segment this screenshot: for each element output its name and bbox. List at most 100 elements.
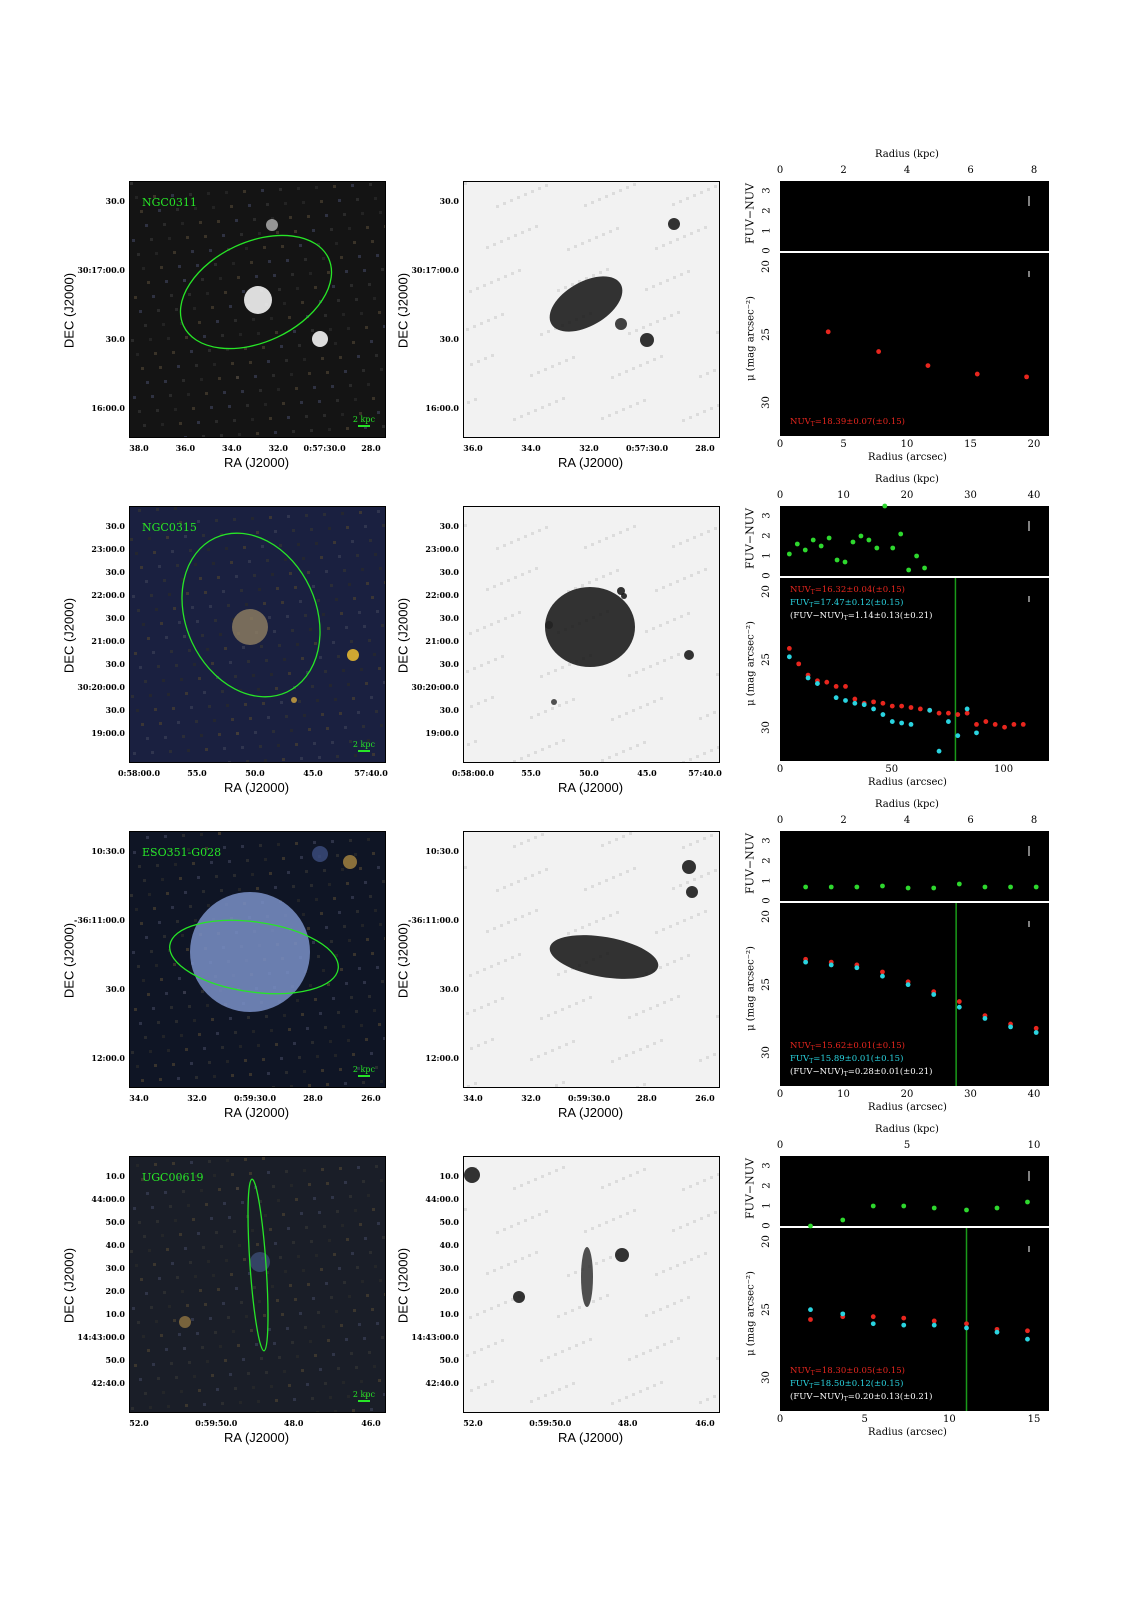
noise-pixel bbox=[290, 1085, 293, 1087]
noise-pixel bbox=[227, 1316, 230, 1319]
noise-pixel bbox=[639, 364, 642, 367]
noise-pixel bbox=[347, 327, 350, 330]
ra-tick-label: 28.0 bbox=[695, 443, 715, 453]
noise-pixel bbox=[353, 241, 356, 244]
nuv-point bbox=[852, 696, 858, 702]
noise-pixel bbox=[319, 300, 322, 303]
noise-pixel bbox=[205, 1203, 208, 1206]
noise-pixel bbox=[176, 564, 179, 567]
noise-pixel bbox=[371, 952, 374, 955]
noise-pixel bbox=[632, 1051, 635, 1054]
color-point bbox=[890, 545, 896, 551]
color-point bbox=[802, 547, 808, 553]
fuv-point bbox=[946, 719, 951, 724]
noise-pixel bbox=[157, 1377, 160, 1380]
noise-pixel bbox=[244, 1059, 247, 1062]
noise-pixel bbox=[344, 726, 347, 729]
noise-pixel bbox=[368, 995, 371, 998]
noise-pixel bbox=[336, 854, 339, 857]
source-blob bbox=[668, 218, 680, 230]
noise-pixel bbox=[174, 408, 177, 411]
noise-pixel bbox=[359, 867, 362, 870]
noise-pixel bbox=[302, 1269, 305, 1272]
source-blob bbox=[464, 1167, 480, 1183]
noise-pixel bbox=[258, 1300, 261, 1303]
arcsec-tick-label: 0 bbox=[776, 764, 784, 775]
dec-tick-label: 30:20:00.0 bbox=[77, 682, 125, 692]
noise-pixel bbox=[633, 525, 636, 528]
noise-pixel bbox=[314, 286, 317, 289]
fuv-point bbox=[1008, 1024, 1013, 1030]
noise-pixel bbox=[156, 1220, 159, 1223]
noise-pixel bbox=[275, 331, 278, 334]
noise-pixel bbox=[467, 743, 470, 746]
noise-pixel bbox=[292, 885, 295, 888]
noise-pixel bbox=[341, 413, 344, 416]
dec-tick-label: 14:43:00.0 bbox=[411, 1332, 459, 1342]
noise-pixel bbox=[704, 568, 707, 571]
noise-pixel bbox=[130, 1250, 133, 1253]
mu-panel-bg bbox=[780, 903, 1049, 1086]
noise-pixel bbox=[161, 1234, 164, 1237]
noise-pixel bbox=[609, 230, 612, 233]
noise-pixel bbox=[330, 1296, 333, 1299]
noise-pixel bbox=[233, 419, 236, 422]
noise-pixel bbox=[487, 1003, 490, 1006]
ra-tick-label: 57:40.0 bbox=[354, 768, 388, 778]
noise-pixel bbox=[491, 354, 494, 357]
color-point bbox=[870, 1203, 876, 1209]
noise-pixel bbox=[142, 1335, 145, 1338]
noise-pixel bbox=[326, 1182, 329, 1185]
noise-pixel bbox=[316, 1055, 319, 1058]
noise-pixel bbox=[250, 261, 253, 264]
mu-tick-label: 30 bbox=[760, 396, 772, 409]
noise-pixel bbox=[271, 217, 274, 220]
noise-pixel bbox=[706, 714, 709, 717]
noise-pixel bbox=[354, 398, 357, 401]
noise-pixel bbox=[717, 746, 719, 749]
noise-pixel bbox=[653, 358, 656, 361]
noise-pixel bbox=[145, 1292, 148, 1295]
noise-pixel bbox=[375, 1165, 378, 1168]
noise-pixel bbox=[700, 191, 703, 194]
scale-bar-label: 2 kpc bbox=[352, 1390, 375, 1399]
noise-pixel bbox=[246, 404, 249, 407]
noise-pixel bbox=[293, 1398, 296, 1401]
fuv-point bbox=[803, 959, 809, 965]
noise-pixel bbox=[496, 205, 499, 208]
color-point bbox=[840, 1217, 846, 1223]
noise-pixel bbox=[649, 323, 652, 326]
noise-pixel bbox=[352, 341, 355, 344]
noise-pixel bbox=[635, 1013, 638, 1016]
noise-pixel bbox=[260, 645, 263, 648]
noise-pixel bbox=[315, 898, 318, 901]
noise-pixel bbox=[557, 973, 560, 976]
noise-pixel bbox=[254, 731, 257, 734]
noise-pixel bbox=[364, 881, 367, 884]
noise-pixel bbox=[622, 750, 625, 753]
noise-pixel bbox=[561, 666, 564, 669]
noise-pixel bbox=[208, 1160, 211, 1163]
noise-pixel bbox=[135, 1264, 138, 1267]
noise-pixel bbox=[173, 1319, 176, 1322]
ra-tick-label: 28.0 bbox=[303, 1093, 323, 1103]
noise-pixel bbox=[381, 980, 384, 983]
noise-pixel bbox=[344, 1181, 347, 1184]
noise-pixel bbox=[245, 247, 248, 250]
source-blob bbox=[621, 593, 627, 599]
noise-pixel bbox=[611, 376, 614, 379]
noise-pixel bbox=[547, 1356, 550, 1359]
noise-pixel bbox=[541, 748, 544, 751]
noise-pixel bbox=[154, 708, 157, 711]
noise-pixel bbox=[686, 1223, 689, 1226]
noise-pixel bbox=[655, 931, 658, 934]
dec-tick-label: 16:00.0 bbox=[91, 403, 125, 413]
noise-pixel bbox=[171, 194, 174, 197]
noise-pixel bbox=[255, 275, 258, 278]
color-point bbox=[880, 883, 885, 889]
noise-pixel bbox=[572, 698, 575, 701]
noise-pixel bbox=[655, 589, 658, 592]
noise-pixel bbox=[297, 187, 300, 190]
noise-pixel bbox=[568, 1347, 571, 1350]
noise-pixel bbox=[477, 1386, 480, 1389]
